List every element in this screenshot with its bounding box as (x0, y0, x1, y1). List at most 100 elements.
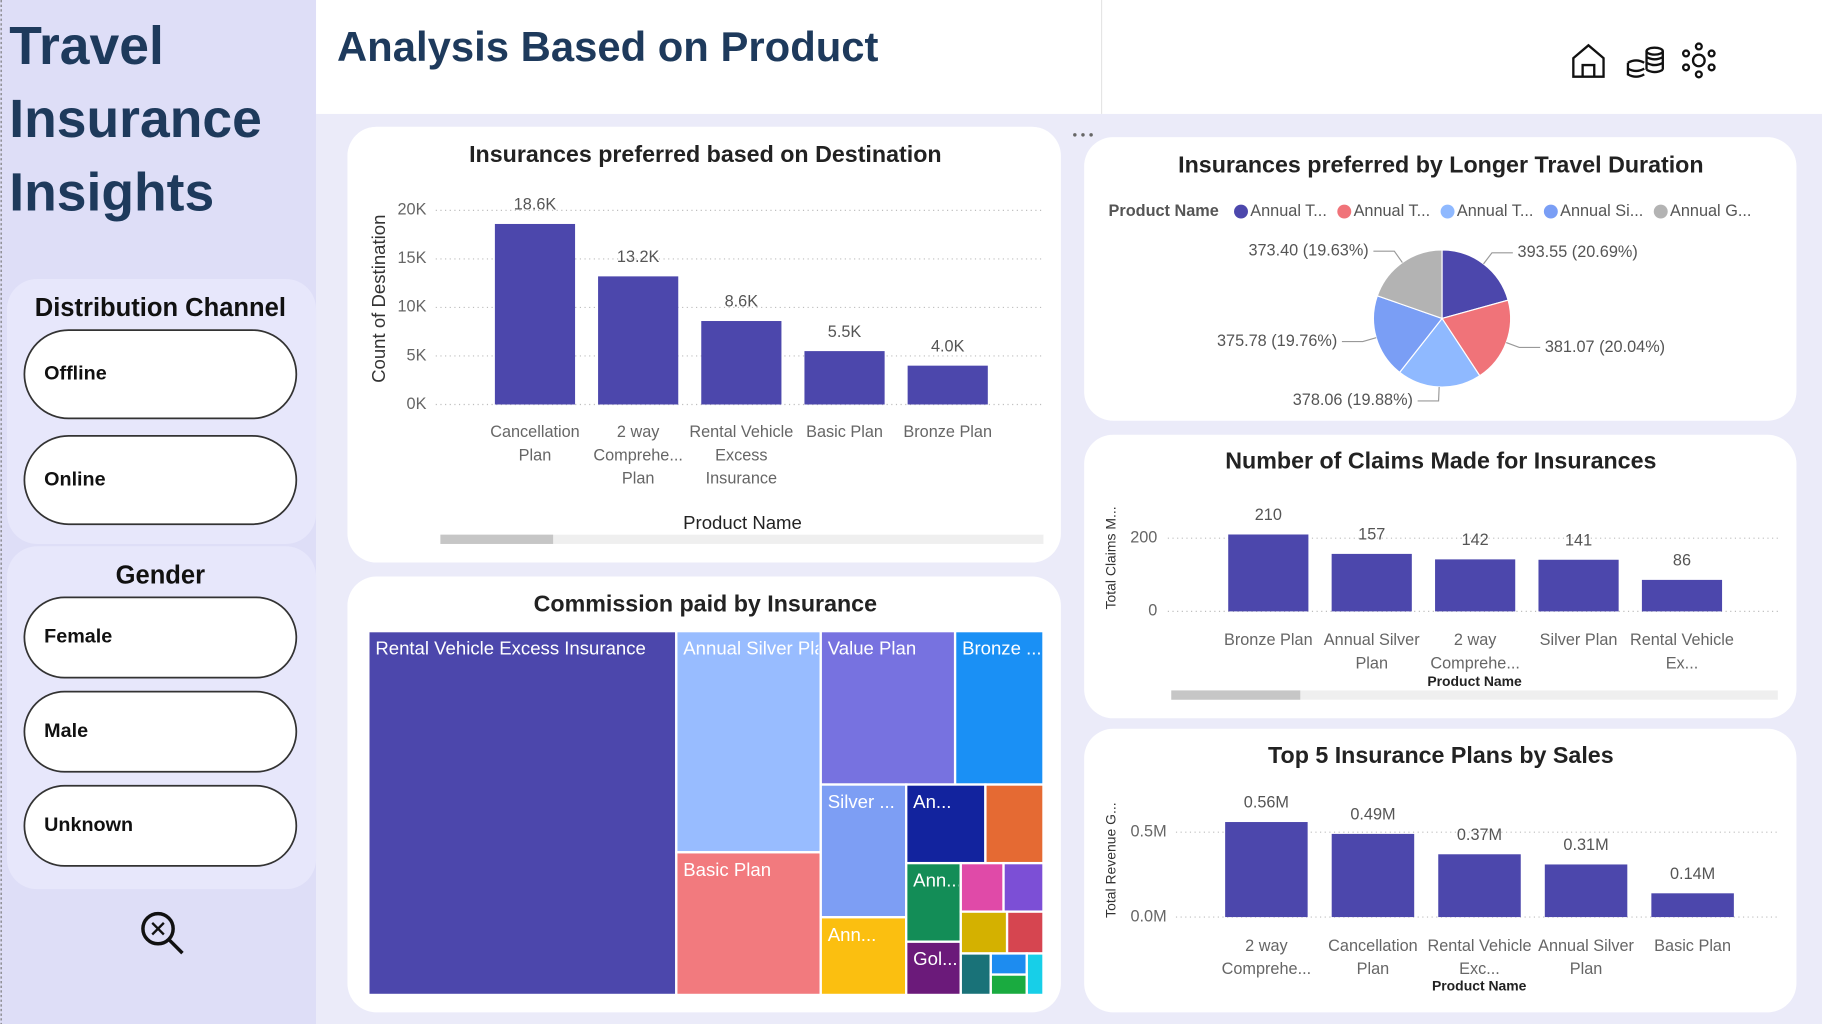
network-icon[interactable] (1681, 42, 1716, 79)
x-tick-label-box: Bronze Plan (1224, 630, 1313, 649)
x-tick-label: 2 way Comprehe... (1221, 935, 1312, 978)
pie-slice (1441, 299, 1512, 377)
treemap-label: Bronze ... (962, 638, 1042, 659)
bar (1331, 833, 1415, 918)
data-label: 4.0K (931, 337, 965, 355)
x-tick-label: Silver Plan (1539, 629, 1618, 649)
x-tick-label: Basic Plan (1654, 935, 1732, 955)
data-label: 210 (1255, 506, 1282, 524)
y-tick-label: 5K (407, 346, 427, 364)
legend-marker (1653, 204, 1668, 219)
data-label: 141 (1565, 531, 1592, 549)
slicer-title: Gender (116, 561, 205, 589)
data-label: 393.55 (20.69%) (1518, 243, 1638, 261)
data-label: 8.6K (725, 293, 759, 311)
pie-slice (1376, 249, 1443, 320)
coins-icon[interactable] (1626, 46, 1664, 78)
treemap-label: Silver ... (828, 791, 895, 812)
data-label: 0.14M (1670, 865, 1715, 883)
chart-title: Commission paid by Insurance (534, 591, 877, 617)
x-tick-label: Cancellation Plan (1328, 935, 1418, 978)
treemap-label: Rental Vehicle Excess Insurance (375, 638, 646, 659)
slicer-option[interactable] (23, 329, 298, 420)
x-tick-label-box: Cancellation Plan (1328, 935, 1418, 978)
x-tick-label: 2 way Comprehe... Plan (593, 421, 683, 488)
y-tick-label: 10K (398, 298, 427, 316)
scrollbar-thumb[interactable] (1171, 690, 1301, 700)
slicer-option-label: Unknown (44, 814, 133, 836)
slicer-option[interactable] (23, 434, 298, 526)
data-label: 381.07 (20.04%) (1545, 338, 1665, 356)
y-tick-label: 0.0M (1130, 907, 1166, 925)
header (316, 0, 1102, 114)
clear-filter-icon[interactable] (141, 911, 184, 955)
treemap-label: Basic Plan (683, 859, 771, 880)
leader-line (1341, 337, 1377, 343)
chart-title: Insurances preferred based on Destinatio… (469, 141, 941, 167)
scrollbar-track[interactable] (440, 534, 1044, 544)
treemap-cell (1005, 910, 1045, 955)
bar (494, 223, 576, 405)
y-tick-label: 0.5M (1130, 823, 1166, 841)
x-tick-label: Annual Silver Plan (1538, 935, 1634, 978)
x-tick-label-box: Basic Plan (1654, 935, 1732, 955)
slicer-option-label: Female (44, 626, 112, 648)
leader-line (1417, 386, 1440, 402)
treemap-label: Gol... (913, 948, 957, 969)
treemap-label: Ann... (913, 870, 962, 891)
data-label: 86 (1673, 552, 1691, 570)
y-tick-label: 20K (398, 201, 427, 219)
more-options[interactable] (1073, 133, 1093, 137)
x-axis-label: Product Name (1432, 977, 1527, 993)
x-tick-label-box: Annual Silver Plan (1538, 935, 1634, 978)
y-axis-label: Total Revenue G... (1103, 802, 1119, 917)
treemap-cell (959, 952, 992, 997)
slicer-option[interactable] (23, 690, 298, 773)
pie-slice (1398, 317, 1481, 388)
chart-title: Number of Claims Made for Insurances (1225, 448, 1656, 474)
scrollbar-thumb[interactable] (440, 534, 554, 544)
legend-label: Annual T... (1250, 202, 1327, 220)
data-label: 0.31M (1563, 836, 1608, 854)
data-label: 378.06 (19.88%) (1293, 391, 1413, 409)
x-tick-label: Rental Vehicle Exc... (1427, 935, 1532, 978)
slicer-title: Distribution Channel (35, 294, 286, 322)
bar (1438, 854, 1521, 918)
slicer-option[interactable] (23, 596, 298, 679)
nav-icons (1572, 42, 1716, 79)
y-axis-label: Total Claims M... (1103, 506, 1119, 609)
x-tick-label-box: Annual Silver Plan (1324, 630, 1420, 672)
data-label: 0.56M (1244, 794, 1289, 812)
data-label: 157 (1358, 526, 1385, 544)
legend-marker (1337, 204, 1352, 219)
treemap-cell (959, 910, 1009, 955)
treemap-cell (1025, 952, 1045, 997)
scrollbar-track[interactable] (1171, 690, 1778, 700)
y-tick-label: 15K (398, 249, 427, 267)
data-label: 5.5K (828, 323, 862, 341)
x-tick-label-box: Rental Vehicle Exc... (1427, 935, 1532, 978)
slicer-option[interactable] (23, 784, 298, 867)
bar (701, 321, 782, 405)
bar (1641, 579, 1723, 612)
x-axis-label: Product Name (683, 512, 802, 533)
bar (1228, 534, 1309, 612)
treemap-cell (953, 629, 1045, 786)
x-tick-label-box: Cancellation Plan (490, 421, 580, 464)
home-icon[interactable] (1572, 43, 1605, 78)
chart-title: Insurances preferred by Longer Travel Du… (1178, 151, 1703, 177)
legend-label: Annual T... (1354, 202, 1431, 220)
x-tick-label-box: Basic Plan (806, 422, 883, 441)
treemap-cell (819, 783, 908, 919)
legend-marker (1543, 204, 1558, 219)
leader-line (1483, 252, 1513, 265)
x-tick-label-box: Rental Vehicle Ex... (1629, 629, 1734, 672)
data-label: 13.2K (617, 248, 660, 266)
legend-marker (1234, 204, 1248, 219)
bar (1225, 822, 1308, 918)
slicer-option-label: Online (44, 468, 105, 490)
chart-title: Top 5 Insurance Plans by Sales (1268, 742, 1614, 768)
x-tick-label: Cancellation Plan (490, 421, 580, 464)
x-tick-label: Rental Vehicle Ex... (1629, 629, 1734, 672)
